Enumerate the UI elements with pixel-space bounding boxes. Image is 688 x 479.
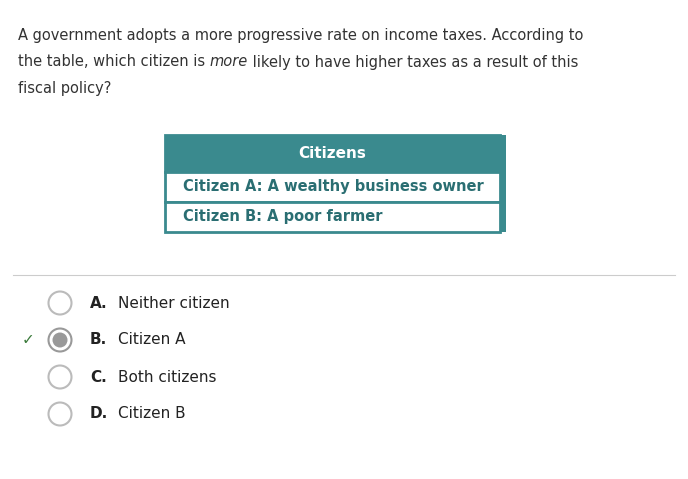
FancyBboxPatch shape [165, 172, 500, 202]
Text: fiscal policy?: fiscal policy? [18, 81, 111, 96]
Text: Citizen A: A wealthy business owner: Citizen A: A wealthy business owner [183, 180, 484, 194]
Circle shape [48, 292, 72, 315]
Circle shape [52, 332, 67, 347]
Text: A government adopts a more progressive rate on income taxes. According to: A government adopts a more progressive r… [18, 28, 583, 43]
Text: Citizens: Citizens [299, 146, 367, 161]
FancyBboxPatch shape [165, 135, 500, 172]
Text: A.: A. [90, 296, 107, 310]
Circle shape [48, 402, 72, 425]
Text: ✓: ✓ [21, 332, 34, 347]
Circle shape [48, 365, 72, 388]
Text: C.: C. [90, 369, 107, 385]
Text: likely to have higher taxes as a result of this: likely to have higher taxes as a result … [248, 55, 579, 69]
Text: Neither citizen: Neither citizen [118, 296, 230, 310]
Text: Citizen B: A poor farmer: Citizen B: A poor farmer [183, 209, 383, 225]
Text: the table, which citizen is: the table, which citizen is [18, 55, 210, 69]
Text: Both citizens: Both citizens [118, 369, 217, 385]
Text: Citizen B: Citizen B [118, 407, 186, 422]
Text: Citizen A: Citizen A [118, 332, 186, 347]
Text: more: more [210, 55, 248, 69]
FancyBboxPatch shape [500, 135, 506, 232]
Circle shape [48, 329, 72, 352]
FancyBboxPatch shape [165, 202, 500, 232]
Text: B.: B. [90, 332, 107, 347]
Text: D.: D. [90, 407, 108, 422]
